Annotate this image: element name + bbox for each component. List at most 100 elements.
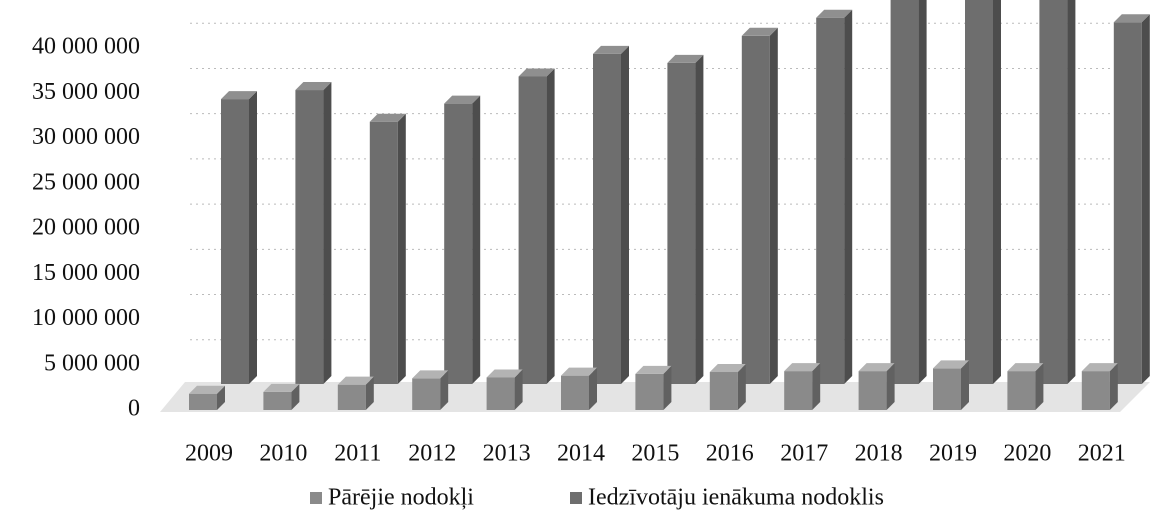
bar-front bbox=[1113, 22, 1142, 384]
x-tick-label: 2020 bbox=[1003, 441, 1051, 467]
bar-side bbox=[1109, 363, 1118, 410]
bar-top bbox=[412, 370, 449, 379]
bar-side bbox=[663, 365, 672, 410]
bar-side bbox=[323, 82, 332, 385]
bar bbox=[667, 54, 704, 385]
bar-side bbox=[440, 370, 449, 410]
bar bbox=[518, 68, 555, 384]
x-tick-label: 2017 bbox=[780, 441, 828, 467]
bar-top bbox=[933, 360, 969, 369]
y-tick-label: 15 000 000 bbox=[32, 260, 140, 286]
bar-side bbox=[546, 68, 555, 384]
bar-front bbox=[933, 368, 961, 410]
bar bbox=[486, 369, 523, 410]
legend-label: Iedzīvotāju ienākuma nodoklis bbox=[588, 485, 884, 511]
bar-front bbox=[369, 121, 398, 384]
bar-front bbox=[965, 0, 993, 384]
bar-front bbox=[858, 371, 887, 410]
bar bbox=[295, 82, 332, 385]
bar-front bbox=[635, 373, 664, 410]
bar bbox=[1081, 363, 1118, 410]
bar-top bbox=[1007, 363, 1044, 372]
bar-side bbox=[1141, 14, 1150, 384]
x-tick-label: 2009 bbox=[185, 441, 233, 467]
y-tick-label: 40 000 000 bbox=[32, 34, 140, 60]
bar-side bbox=[737, 364, 746, 410]
bar-side bbox=[589, 367, 597, 410]
bar-front bbox=[189, 393, 217, 410]
y-tick-label: 20 000 000 bbox=[32, 215, 140, 241]
y-tick-label: 25 000 000 bbox=[32, 169, 140, 195]
bar bbox=[816, 9, 853, 384]
bar-top bbox=[221, 91, 257, 100]
bar-front bbox=[221, 99, 249, 384]
bar-front bbox=[709, 372, 738, 410]
bar-side bbox=[291, 383, 300, 410]
bar bbox=[1039, 0, 1076, 384]
bar bbox=[784, 363, 821, 410]
bar-front bbox=[1007, 371, 1036, 410]
bar-top bbox=[635, 365, 672, 374]
bar-front bbox=[337, 384, 366, 410]
bar bbox=[412, 370, 449, 410]
x-tick-label: 2021 bbox=[1078, 441, 1126, 467]
bar-top bbox=[444, 95, 481, 104]
legend-swatch bbox=[310, 492, 322, 504]
bar-top bbox=[518, 68, 555, 77]
bar-side bbox=[812, 363, 821, 410]
bar-front bbox=[890, 0, 919, 384]
bar bbox=[858, 363, 895, 410]
bar bbox=[263, 383, 300, 410]
bar-side bbox=[514, 369, 523, 410]
bar-top bbox=[1113, 14, 1150, 23]
bar-front bbox=[816, 17, 845, 384]
bar-top bbox=[816, 9, 853, 18]
bar bbox=[933, 360, 969, 410]
bar-side bbox=[397, 113, 406, 384]
bar-side bbox=[886, 363, 895, 410]
bar-side bbox=[769, 27, 778, 385]
x-tick-label: 2011 bbox=[334, 441, 381, 467]
bar-top bbox=[486, 369, 523, 378]
bar-front bbox=[593, 53, 621, 384]
y-tick-label: 0 bbox=[128, 396, 140, 422]
bar-top bbox=[189, 385, 225, 394]
bar-front bbox=[486, 377, 515, 410]
bar-front bbox=[295, 90, 324, 385]
y-tick-label: 35 000 000 bbox=[32, 79, 140, 105]
bar-top bbox=[858, 363, 895, 372]
bar bbox=[890, 0, 927, 384]
bar bbox=[741, 27, 778, 385]
bar-top bbox=[1081, 363, 1118, 372]
bar-top bbox=[741, 27, 778, 36]
bar-side bbox=[1067, 0, 1076, 384]
bar-top bbox=[263, 383, 300, 392]
bar bbox=[1113, 14, 1150, 384]
bar-front bbox=[518, 76, 547, 384]
bar-front bbox=[412, 378, 441, 410]
bar-side bbox=[695, 54, 704, 385]
x-tick-label: 2016 bbox=[706, 441, 754, 467]
x-tick-label: 2010 bbox=[259, 441, 307, 467]
bar bbox=[709, 364, 746, 410]
bar-side bbox=[472, 95, 481, 384]
bar-front bbox=[784, 371, 813, 410]
bar-top bbox=[667, 54, 704, 63]
bar-top bbox=[295, 82, 332, 91]
bar-front bbox=[561, 375, 589, 410]
bar-top bbox=[337, 376, 374, 385]
x-tick-label: 2012 bbox=[408, 441, 456, 467]
bar-side bbox=[1035, 363, 1044, 410]
bar-side bbox=[365, 376, 374, 410]
bar-top bbox=[561, 367, 597, 376]
bar-top bbox=[784, 363, 821, 372]
bar-side bbox=[844, 9, 853, 384]
bar bbox=[561, 367, 597, 410]
bar bbox=[965, 0, 1001, 384]
bar bbox=[221, 91, 257, 384]
bar-side bbox=[249, 91, 257, 384]
bar-front bbox=[1081, 371, 1110, 410]
bar-front bbox=[444, 103, 473, 384]
bar bbox=[369, 113, 406, 384]
